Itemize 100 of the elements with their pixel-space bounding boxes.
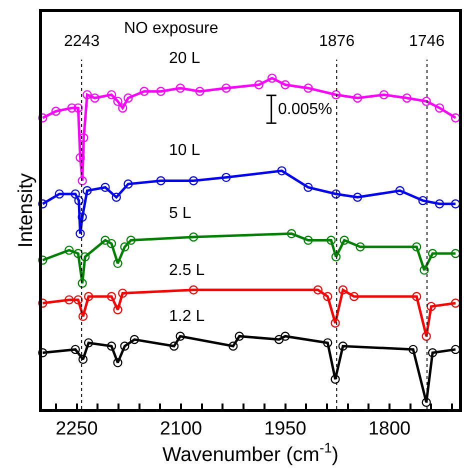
point (112, 192, 121, 202)
x-tick-label: 1950 (264, 418, 306, 440)
point (313, 285, 323, 294)
point (118, 288, 128, 298)
point (330, 318, 340, 328)
point (274, 334, 284, 344)
point (412, 242, 422, 252)
point (100, 236, 110, 245)
point (408, 344, 418, 354)
point (331, 252, 341, 262)
point (106, 238, 116, 248)
point (124, 179, 133, 189)
point (450, 113, 460, 122)
point (82, 90, 92, 100)
point (100, 182, 110, 192)
point (356, 242, 365, 252)
point (113, 96, 122, 106)
point (434, 103, 444, 113)
ref-line-label: 2243 (64, 33, 100, 50)
point (113, 305, 122, 314)
point (74, 103, 83, 113)
point (222, 83, 231, 93)
series-label: 5 L (169, 205, 192, 222)
point (84, 292, 94, 302)
point (80, 252, 90, 262)
point (450, 248, 460, 258)
point (78, 312, 88, 321)
series-label: 20 L (169, 50, 200, 67)
point (38, 113, 48, 122)
point (156, 176, 166, 186)
point (76, 229, 85, 238)
series-label: 2.5 L (169, 262, 205, 279)
annotation: 0.005% (278, 101, 332, 118)
point (70, 344, 80, 354)
point (428, 248, 438, 258)
point (323, 292, 332, 302)
point (188, 232, 198, 242)
point (280, 80, 290, 90)
point (450, 344, 460, 354)
point (340, 236, 349, 245)
point (70, 189, 80, 199)
point (140, 86, 149, 96)
point (280, 332, 290, 341)
point (450, 298, 460, 308)
point (78, 176, 87, 186)
point (124, 93, 133, 103)
point (352, 192, 362, 202)
point (38, 298, 48, 308)
x-tick-label: 1800 (368, 418, 411, 440)
ref-line-label: 1876 (319, 33, 355, 50)
point (82, 186, 92, 196)
point (352, 93, 362, 103)
point (78, 354, 88, 364)
point (169, 342, 179, 351)
point (304, 83, 313, 93)
point (67, 103, 76, 113)
point (106, 342, 116, 351)
point (76, 152, 85, 162)
point (338, 285, 348, 294)
point (38, 348, 48, 358)
point (422, 398, 431, 407)
point (254, 80, 264, 90)
point (78, 212, 87, 222)
point (118, 103, 128, 113)
point (331, 90, 341, 100)
point (188, 285, 198, 294)
point (195, 86, 204, 96)
point (176, 83, 185, 93)
point (326, 236, 336, 245)
point (78, 278, 87, 288)
series-label: 10 L (169, 142, 200, 159)
point (426, 302, 436, 312)
point (349, 292, 359, 302)
point (74, 196, 84, 206)
point (323, 338, 332, 348)
point (120, 342, 130, 351)
point (120, 242, 130, 252)
point (54, 189, 64, 199)
point (304, 182, 313, 192)
point (130, 334, 140, 344)
point (222, 172, 231, 182)
point (84, 338, 94, 348)
point (90, 93, 100, 103)
point (434, 199, 444, 208)
point (379, 90, 389, 100)
point (304, 236, 313, 245)
point (418, 196, 428, 206)
point (74, 248, 83, 258)
series-label: 1.2 L (169, 308, 205, 325)
point (338, 342, 348, 351)
point (277, 166, 286, 176)
point (64, 295, 74, 304)
point (38, 199, 48, 208)
point (234, 332, 244, 341)
point (395, 186, 405, 196)
point (176, 332, 185, 341)
point (188, 176, 198, 186)
point (412, 292, 422, 302)
point (267, 74, 277, 83)
point (428, 348, 438, 358)
